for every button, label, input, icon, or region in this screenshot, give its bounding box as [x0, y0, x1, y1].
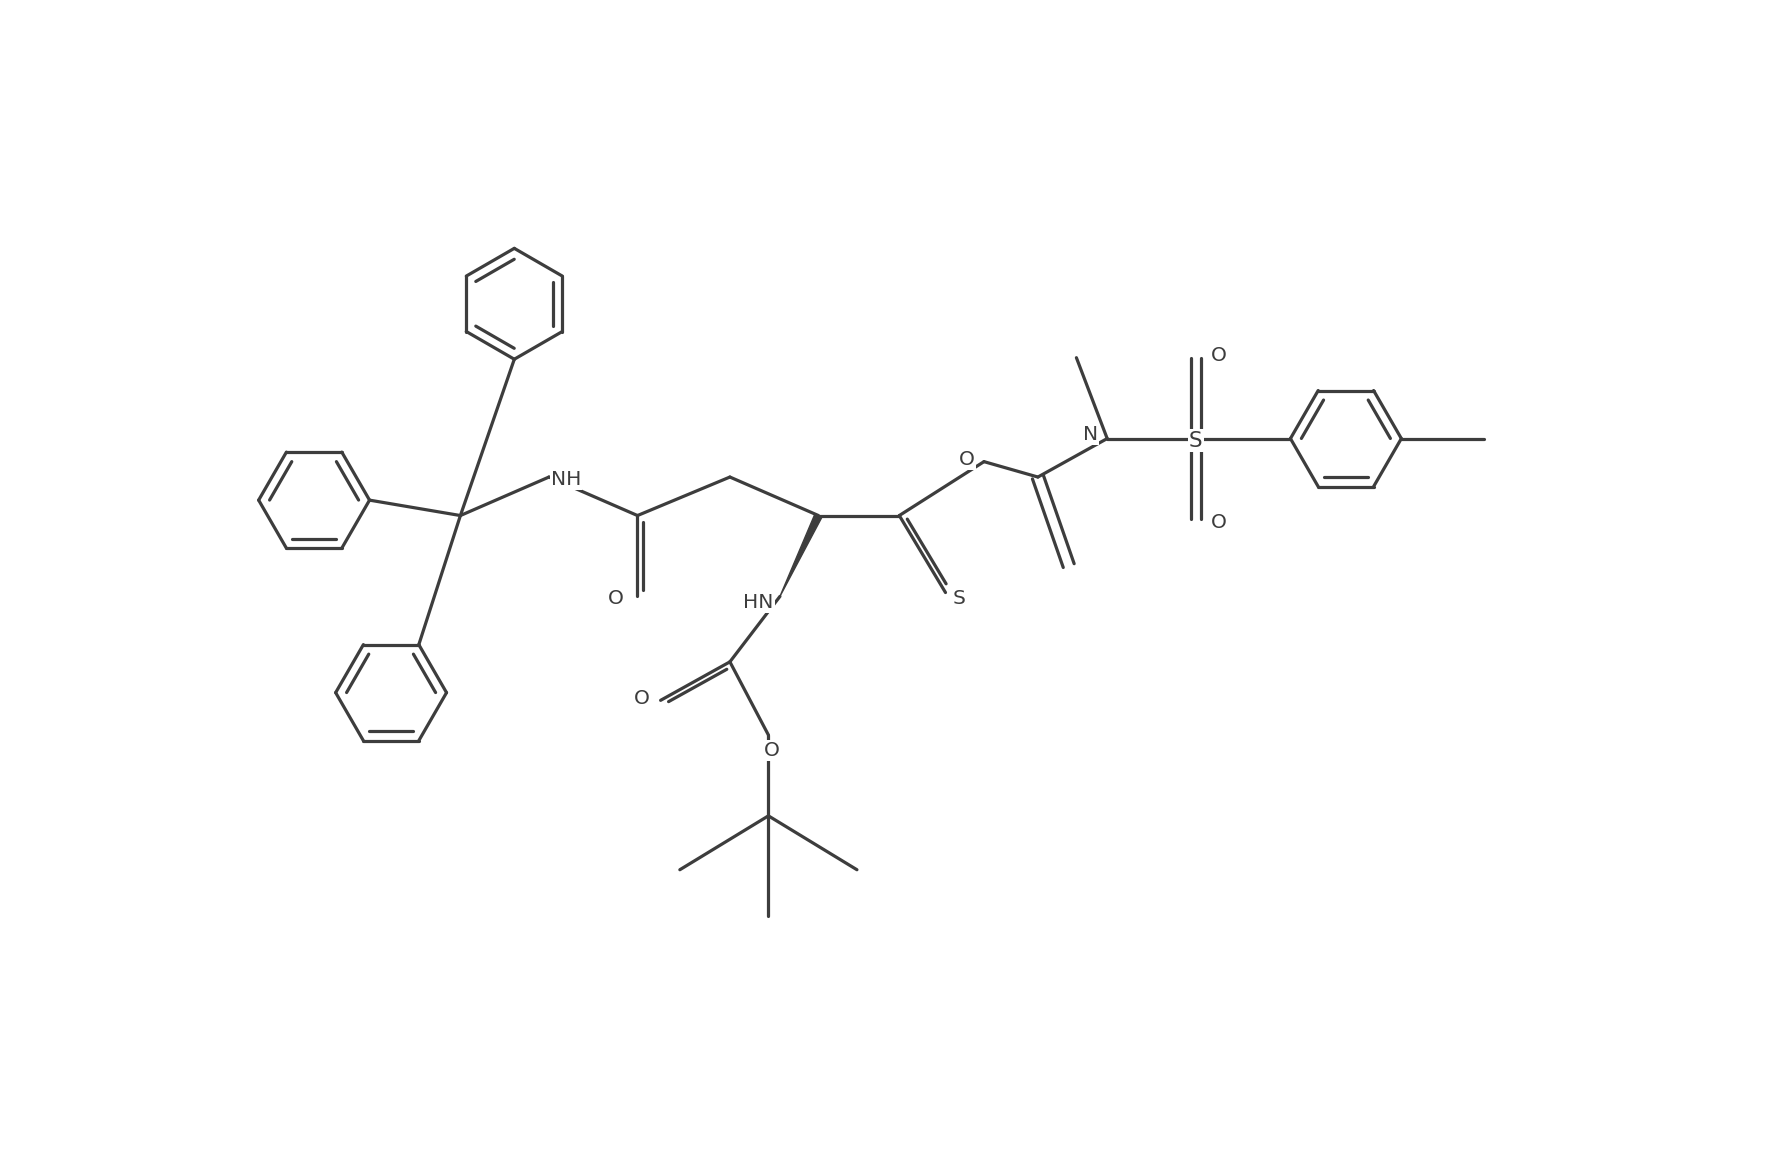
Text: N: N	[1083, 425, 1099, 444]
Text: O: O	[1212, 514, 1226, 532]
Text: S: S	[953, 589, 966, 608]
Polygon shape	[780, 514, 823, 597]
Text: O: O	[959, 450, 975, 469]
Text: O: O	[764, 742, 780, 760]
Text: S: S	[1189, 431, 1203, 450]
Text: O: O	[633, 689, 649, 708]
Text: O: O	[609, 589, 624, 608]
Text: NH: NH	[550, 470, 580, 488]
Text: O: O	[1212, 347, 1226, 365]
Text: HN: HN	[743, 593, 773, 612]
